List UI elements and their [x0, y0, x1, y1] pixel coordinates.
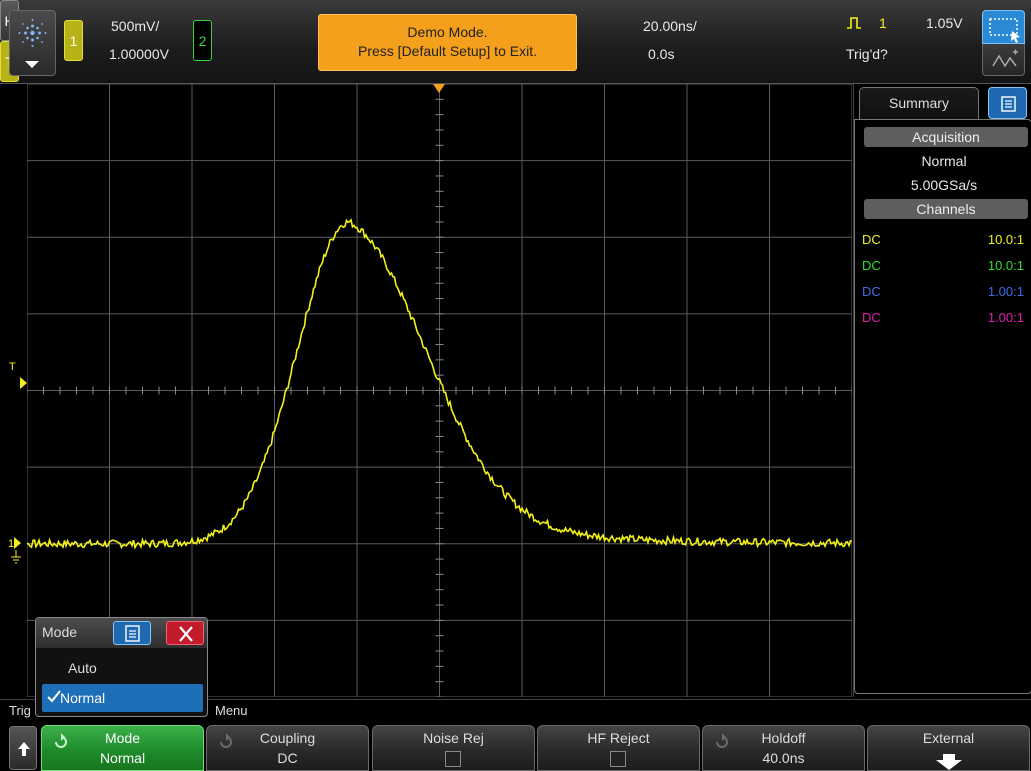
mode-popup-title: Mode	[42, 624, 78, 640]
select-rectangle-icon	[989, 18, 1020, 43]
waveform-left-margin: T 1	[0, 84, 27, 697]
timebase-value[interactable]: 20.00ns/	[643, 18, 697, 34]
menu-title-suffix: Menu	[215, 703, 248, 718]
summary-tab[interactable]: Summary	[859, 87, 979, 119]
agilent-spark-icon	[18, 19, 47, 47]
toolbar-mode-buttons	[982, 10, 1025, 76]
channel-summary-row: DC 10.0:1	[862, 258, 1024, 276]
mode-popup: Mode Auto Normal	[35, 617, 208, 717]
softkey-checkbox[interactable]	[445, 751, 461, 767]
trigger-level[interactable]: 1.05V	[926, 15, 963, 31]
waveform-display[interactable]	[27, 84, 852, 697]
channel-summary-row: DC 10.0:1	[862, 232, 1024, 250]
softkey-external[interactable]: External	[867, 725, 1030, 771]
softkey-label: Mode	[104, 730, 141, 746]
trigger-level-arrow-icon	[20, 377, 27, 389]
softkey-hf-reject[interactable]: HF Reject	[537, 725, 700, 771]
trigger-status: Trig'd?	[846, 46, 888, 62]
softkey-label: External	[922, 730, 975, 746]
menu-list-icon	[125, 625, 140, 642]
trigger-source[interactable]: 1	[879, 15, 887, 31]
zoom-waveform-icon	[992, 49, 1018, 68]
menu-title: Trig	[9, 703, 31, 718]
demo-line-2: Press [Default Setup] to Exit.	[358, 43, 537, 59]
arrow-up-icon	[18, 742, 30, 756]
mode-option-normal[interactable]: Normal	[42, 684, 203, 712]
channel-1-badge[interactable]: 1	[64, 20, 83, 61]
softkey-mode[interactable]: Mode Normal	[41, 725, 204, 771]
demo-line-1: Demo Mode.	[407, 24, 488, 40]
channel-summary-row: DC 1.00:1	[862, 310, 1024, 328]
mode-popup-menu-button[interactable]	[113, 621, 151, 645]
channel-coupling: DC	[862, 284, 881, 299]
mode-popup-close-button[interactable]	[166, 621, 204, 645]
channel-coupling: DC	[862, 258, 881, 273]
softkey-bar: Mode Normal Coupling DC Noise Rej HF Reject Ho…	[0, 720, 1031, 771]
acquisition-header: Acquisition	[864, 127, 1028, 147]
channel-2-badge[interactable]: 2	[193, 20, 212, 61]
softkey-label: Holdoff	[761, 730, 806, 746]
rotate-knob-icon	[220, 733, 232, 748]
softkey-checkbox[interactable]	[610, 751, 626, 767]
rotate-knob-icon	[55, 733, 67, 748]
close-icon	[179, 626, 193, 642]
mode-popup-header: Mode	[36, 618, 207, 648]
softkey-value: 40.0ns	[762, 750, 805, 766]
trigger-position-marker-icon[interactable]	[433, 84, 445, 93]
channel-1-ground-marker[interactable]: 1	[8, 538, 14, 550]
rotate-knob-icon	[716, 733, 728, 748]
summary-menu-button[interactable]	[988, 87, 1027, 119]
channels-header: Channels	[864, 199, 1028, 219]
summary-panel: Summary Acquisition Normal 5.00GSa/s Cha…	[853, 84, 1031, 697]
mode-option-normal-label: Normal	[60, 690, 106, 706]
checkmark-icon	[47, 690, 61, 703]
channel-coupling: DC	[862, 310, 881, 325]
softkey-value: DC	[277, 750, 298, 766]
softkey-label: HF Reject	[587, 730, 650, 746]
softkey-value: Normal	[99, 750, 146, 766]
softkey-noise-rej[interactable]: Noise Rej	[372, 725, 535, 771]
mode-option-auto[interactable]: Auto	[68, 660, 97, 676]
menu-list-icon	[1001, 96, 1016, 112]
channel-summary-row: DC 1.00:1	[862, 284, 1024, 302]
softkey-coupling[interactable]: Coupling DC	[206, 725, 369, 771]
menu-title-bar: Trig Menu	[0, 699, 1031, 719]
chevron-down-icon	[25, 61, 39, 68]
trigger-level-marker[interactable]: T	[9, 361, 16, 373]
horizontal-delay[interactable]: 0.0s	[648, 46, 675, 62]
ground-symbol-icon	[11, 550, 21, 564]
channel-probe-ratio: 10.0:1	[987, 258, 1024, 273]
graticule-grid	[27, 84, 852, 697]
softkey-holdoff[interactable]: Holdoff 40.0ns	[702, 725, 865, 771]
softkey-label: Coupling	[259, 730, 316, 746]
status-bar: 1 500mV/ 1.00000V 2 Demo Mode. Press [De…	[0, 0, 1031, 84]
acquisition-mode: Normal	[921, 153, 967, 169]
softkey-label: Noise Rej	[423, 730, 484, 746]
channel-1-trace	[27, 218, 852, 550]
ground-arrow-icon	[14, 537, 21, 549]
main-menu-button[interactable]	[9, 10, 56, 76]
channel-probe-ratio: 1.00:1	[987, 310, 1024, 325]
menu-back-button[interactable]	[9, 726, 37, 770]
channel-probe-ratio: 10.0:1	[987, 232, 1024, 247]
arrow-down-icon	[936, 754, 962, 770]
sample-rate: 5.00GSa/s	[910, 177, 978, 193]
summary-body: Acquisition Normal 5.00GSa/s Channels DC…	[854, 119, 1031, 694]
rising-edge-icon	[847, 17, 861, 29]
zoom-mode-button[interactable]	[982, 44, 1025, 76]
select-mode-button[interactable]	[982, 10, 1025, 44]
channel-1-scale[interactable]: 500mV/	[111, 18, 160, 34]
channel-coupling: DC	[862, 232, 881, 247]
channel-probe-ratio: 1.00:1	[987, 284, 1024, 299]
channel-1-offset[interactable]: 1.00000V	[109, 46, 169, 62]
demo-mode-banner: Demo Mode. Press [Default Setup] to Exit…	[318, 14, 577, 71]
